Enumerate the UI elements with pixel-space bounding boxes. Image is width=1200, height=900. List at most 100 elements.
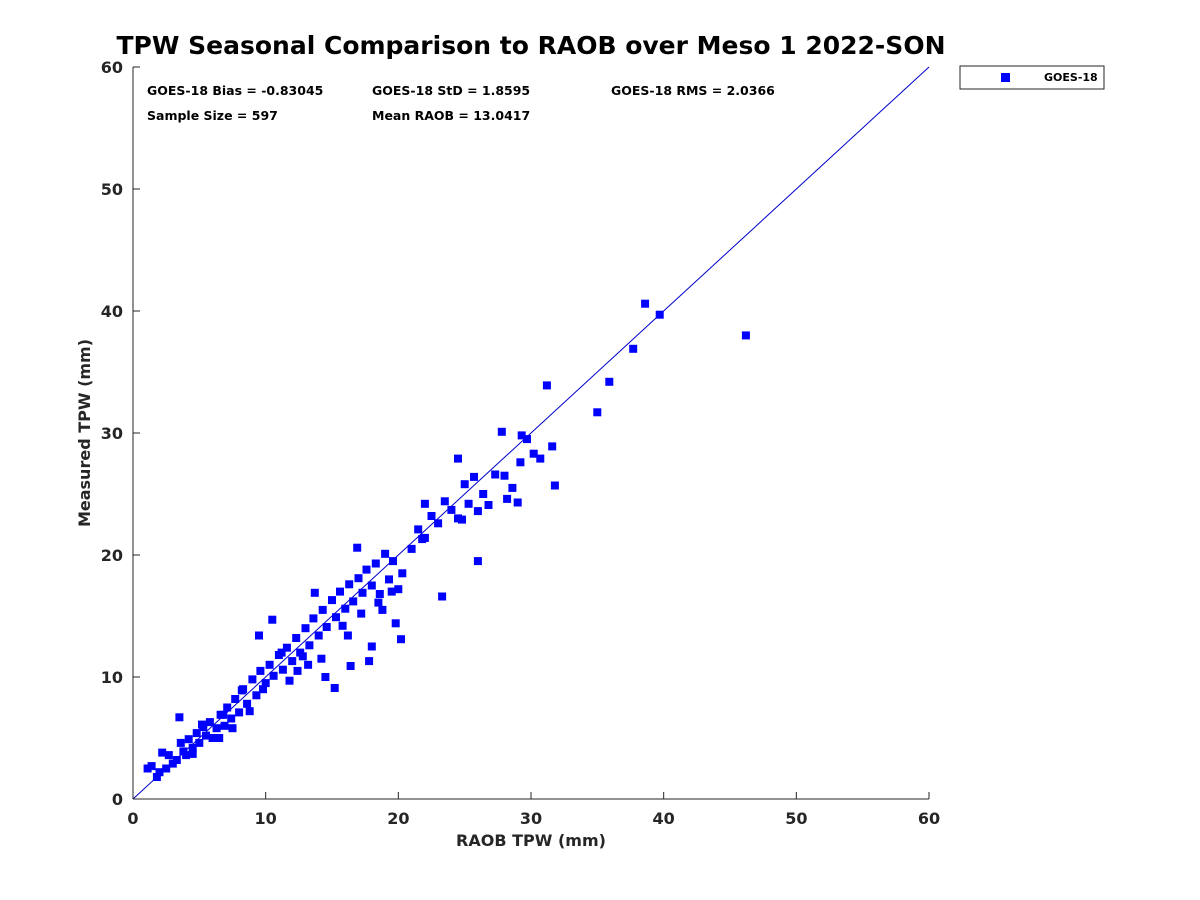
data-point [328, 596, 336, 605]
data-point [548, 442, 557, 451]
data-point [293, 666, 302, 675]
data-point [259, 685, 267, 694]
data-point [497, 427, 506, 436]
data-point [418, 535, 427, 544]
data-point [231, 695, 240, 703]
data-point [365, 657, 374, 666]
data-point [182, 751, 191, 760]
data-point [188, 743, 197, 752]
stat-sample-size: Sample Size = 597 [147, 108, 278, 123]
data-point [464, 499, 473, 508]
data-point [385, 575, 393, 584]
data-point [235, 708, 244, 717]
data-point [741, 331, 750, 340]
x-tick-label: 30 [520, 809, 542, 828]
x-tick-label: 50 [785, 809, 807, 828]
data-point [256, 666, 265, 675]
stat-mean-raob: Mean RAOB = 13.0417 [372, 108, 530, 123]
data-point [458, 515, 466, 524]
data-point [473, 507, 482, 516]
data-point [261, 679, 270, 688]
y-tick-label: 50 [101, 180, 123, 199]
chart-title: TPW Seasonal Comparison to RAOB over Mes… [116, 31, 945, 60]
data-point [367, 581, 376, 590]
y-axis-label: Measured TPW (mm) [75, 339, 94, 527]
data-point [420, 499, 429, 508]
data-point [341, 604, 350, 613]
data-point [503, 494, 512, 503]
data-point [353, 543, 362, 552]
legend: GOES-18 [959, 65, 1105, 90]
data-point [220, 721, 229, 730]
data-point [245, 707, 254, 716]
x-tick-label: 0 [127, 809, 138, 828]
data-point [205, 718, 214, 727]
data-point [484, 501, 493, 509]
data-point [516, 458, 525, 467]
data-point [269, 671, 278, 680]
y-tick-label: 60 [101, 58, 123, 77]
data-point [381, 549, 390, 558]
y-tick-label: 20 [101, 546, 123, 565]
data-point [162, 764, 171, 773]
data-point [195, 738, 204, 747]
data-point [155, 768, 164, 777]
data-point [278, 665, 287, 674]
data-point [391, 619, 400, 628]
data-point [387, 587, 396, 596]
reference-line-layer [132, 66, 930, 800]
data-point [228, 724, 237, 733]
y-tick-label: 40 [101, 302, 123, 321]
x-tick-label: 60 [918, 809, 940, 828]
data-point [176, 738, 185, 747]
data-point [354, 574, 363, 583]
data-point [407, 544, 416, 553]
data-point [158, 748, 167, 757]
data-point [309, 614, 318, 623]
x-ticks-layer: 0 10 20 30 40 50 60 [127, 792, 940, 828]
data-point [318, 605, 327, 614]
data-point [460, 480, 469, 489]
data-point [346, 662, 355, 670]
data-point [248, 675, 257, 684]
x-axis-label: RAOB TPW (mm) [456, 831, 606, 850]
y-tick-label: 10 [101, 668, 123, 687]
data-point [513, 498, 522, 507]
data-point [389, 557, 397, 566]
data-point [641, 299, 650, 308]
data-point [252, 691, 261, 700]
data-point [243, 699, 252, 708]
data-point [304, 660, 313, 669]
y-ticks-layer: 0 10 20 30 40 50 60 [101, 58, 140, 809]
data-point [212, 724, 221, 733]
data-points-layer [143, 299, 750, 781]
data-point [345, 580, 354, 589]
data-point [397, 635, 405, 644]
data-point [500, 471, 509, 480]
data-point [536, 454, 545, 463]
data-point [440, 497, 449, 506]
legend-marker [1001, 73, 1010, 82]
data-point [199, 723, 208, 731]
data-point [292, 634, 301, 642]
data-point [298, 652, 307, 661]
data-point [288, 657, 297, 666]
data-point [215, 734, 224, 742]
data-point [434, 519, 443, 528]
data-point [517, 431, 526, 440]
data-point [358, 588, 367, 597]
data-point [314, 631, 323, 640]
data-point [332, 613, 340, 622]
data-point [508, 483, 517, 492]
data-point [152, 773, 161, 781]
data-point [184, 735, 193, 744]
data-point [362, 565, 371, 574]
data-point [188, 749, 197, 758]
data-point [175, 713, 184, 722]
data-point [473, 557, 482, 566]
data-point [227, 714, 236, 723]
y-tick-label: 0 [112, 790, 123, 809]
data-point [371, 559, 380, 568]
data-point [479, 490, 488, 498]
